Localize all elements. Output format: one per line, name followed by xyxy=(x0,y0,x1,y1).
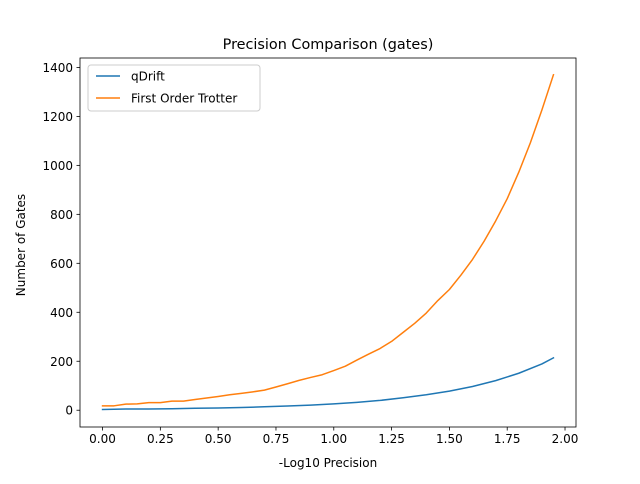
y-axis-label: Number of Gates xyxy=(14,194,28,296)
x-tick-label: 2.00 xyxy=(552,432,579,446)
plot-area xyxy=(101,73,555,411)
x-tick-label: 1.50 xyxy=(436,432,463,446)
series-line-qdrift xyxy=(101,356,555,411)
y-tick-label: 1200 xyxy=(42,110,73,124)
y-tick-label: 400 xyxy=(50,306,73,320)
x-tick-label: 1.00 xyxy=(320,432,347,446)
x-axis-label: -Log10 Precision xyxy=(279,456,377,470)
y-tick-label: 200 xyxy=(50,355,73,369)
y-tick-label: 1400 xyxy=(42,61,73,75)
chart-title: Precision Comparison (gates) xyxy=(223,37,434,53)
y-tick-label: 800 xyxy=(50,208,73,222)
x-tick-label: 0.00 xyxy=(89,432,116,446)
legend-label-qdrift: qDrift xyxy=(131,70,165,84)
y-tick-label: 600 xyxy=(50,257,73,271)
x-tick-label: 0.75 xyxy=(263,432,290,446)
x-tick-label: 0.50 xyxy=(205,432,232,446)
axes: 0.00 0.25 0.50 0.75 1.00 1.25 1.50 1.75 2.00 0 200… xyxy=(42,57,579,446)
x-tick-label: 1.25 xyxy=(378,432,405,446)
legend-frame xyxy=(87,64,261,112)
legend-label-first-order-trotter: First Order Trotter xyxy=(131,92,237,106)
legend: qDrift First Order Trotter xyxy=(87,64,261,112)
series-line-first-order-trotter xyxy=(101,73,555,407)
x-tick-label: 1.75 xyxy=(494,432,521,446)
x-tick-label: 0.25 xyxy=(147,432,174,446)
axes-frame xyxy=(79,57,577,428)
y-tick-label: 0 xyxy=(65,404,73,418)
y-tick-label: 1000 xyxy=(42,159,73,173)
